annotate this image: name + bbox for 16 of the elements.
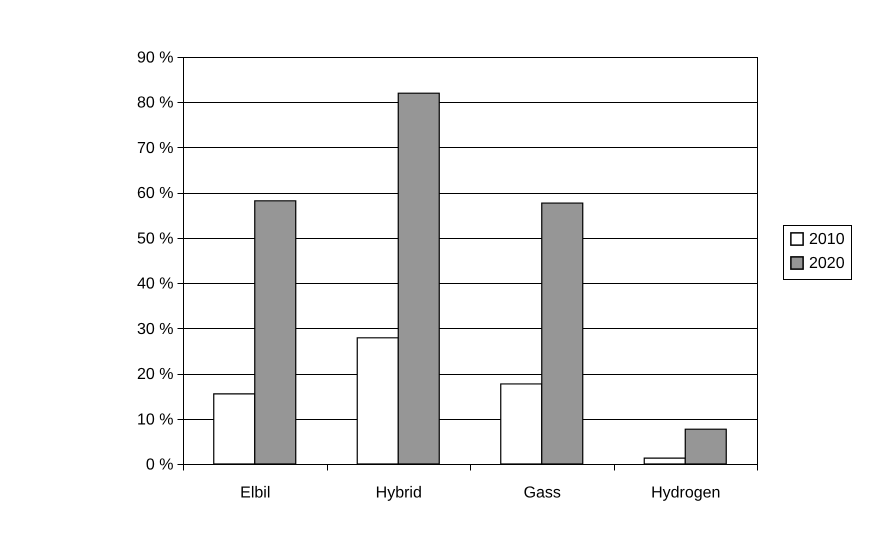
legend-label: 2020: [809, 255, 845, 272]
y-tick-label: 50 %: [137, 230, 174, 248]
x-tick-label: Gass: [524, 484, 561, 502]
y-tick-label: 10 %: [137, 411, 174, 428]
y-tick-label: 90 %: [137, 50, 174, 66]
legend-label: 2010: [809, 231, 845, 248]
y-tick-label: 30 %: [137, 320, 174, 338]
y-tick-label: 80 %: [137, 94, 174, 112]
y-tick-label: 40 %: [137, 276, 174, 293]
y-tick-label: 20 %: [137, 366, 174, 384]
y-tick-label: 70 %: [137, 140, 174, 157]
y-tick-label: 0 %: [146, 456, 174, 474]
x-tick-label: Hydrogen: [651, 484, 720, 502]
x-tick-label: Elbil: [240, 484, 270, 502]
y-tick-label: 60 %: [137, 185, 174, 202]
x-tick-label: Hybrid: [376, 484, 422, 502]
